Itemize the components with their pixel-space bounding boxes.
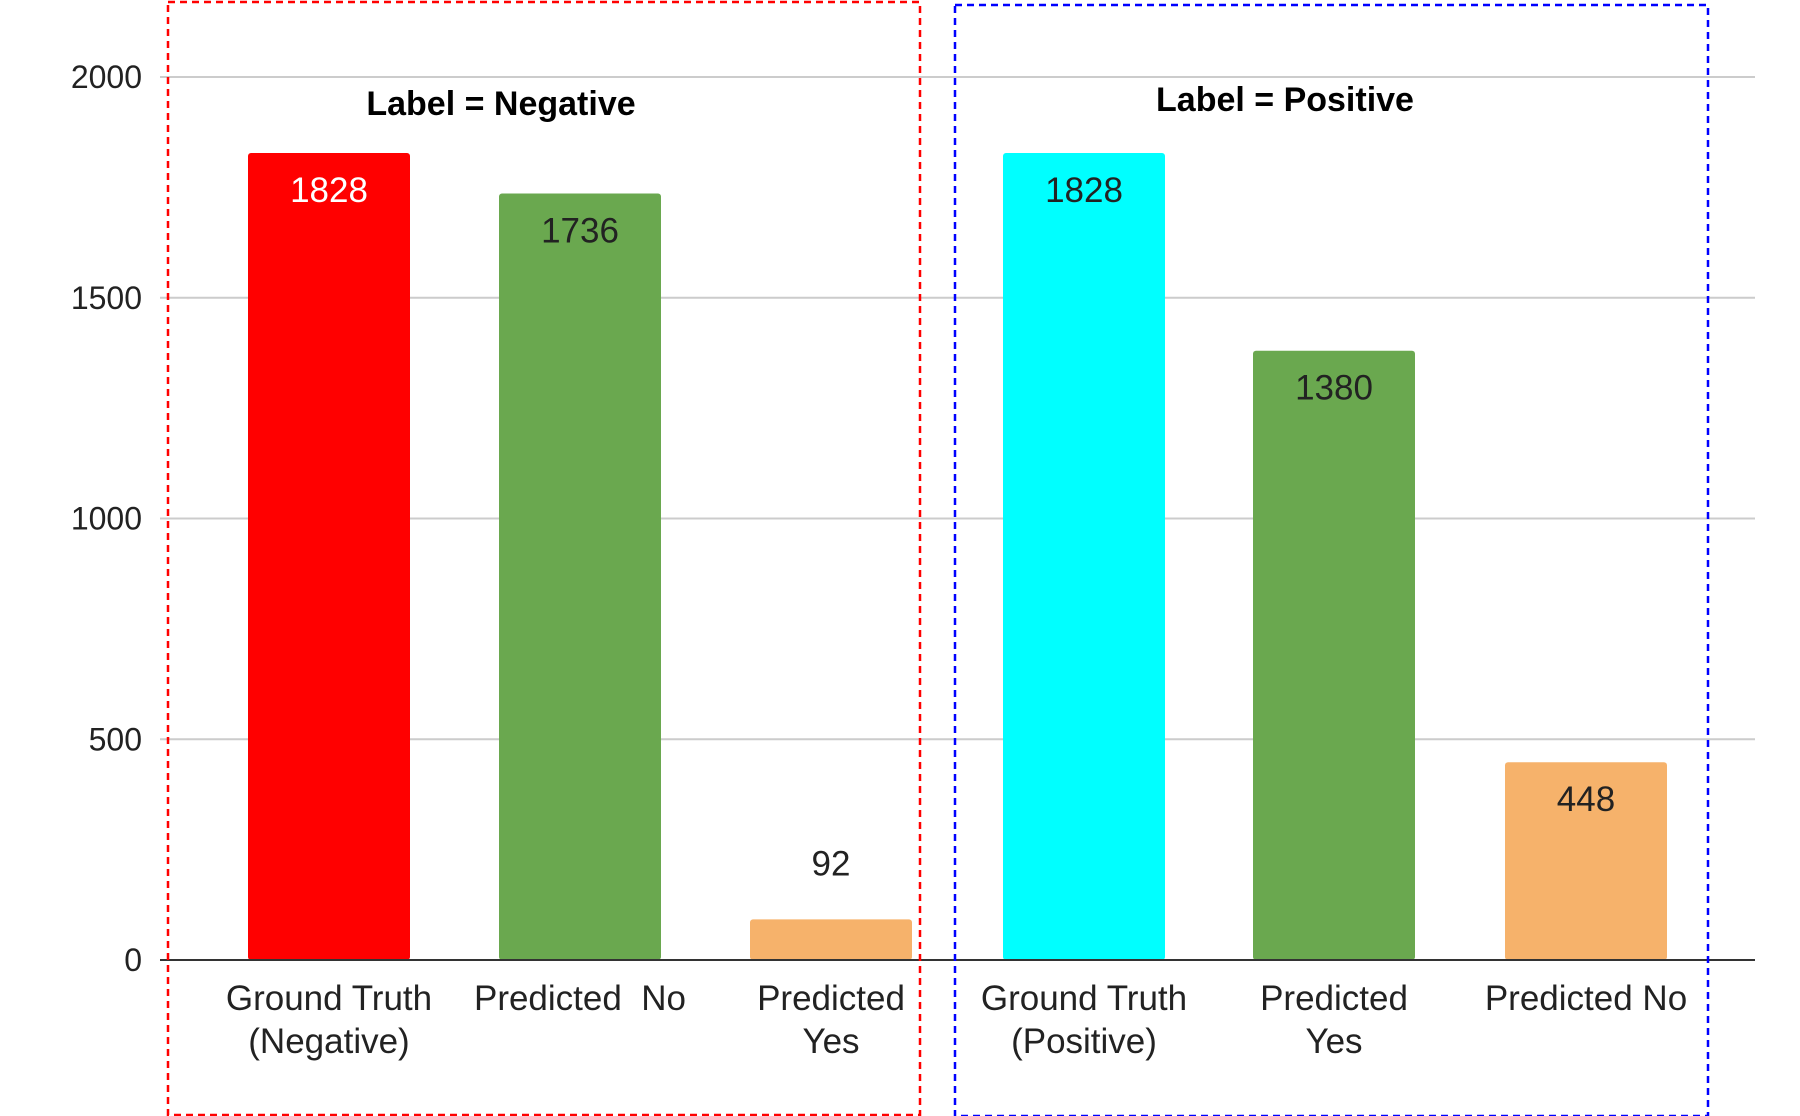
bar-value-label: 1380: [1295, 369, 1373, 408]
bar: [1505, 762, 1667, 960]
x-category-label: Predicted: [757, 979, 905, 1018]
bar-value-label: 1828: [1045, 171, 1123, 210]
bar-value-label: 448: [1557, 780, 1615, 819]
x-category-label: (Positive): [1011, 1022, 1157, 1061]
y-tick-label: 0: [124, 942, 142, 978]
bar: [1003, 152, 1165, 961]
x-category-label: Ground Truth: [981, 979, 1187, 1018]
x-category-label: Predicted No: [474, 979, 686, 1018]
bar-value-label: 92: [812, 844, 851, 883]
bar: [750, 919, 912, 960]
y-tick-label: 2000: [71, 59, 142, 95]
x-axis-category-labels: Ground Truth (Negative) Predicted No Predic…: [226, 979, 1687, 1061]
data-labels: 1828 1736 92 1828 1380 448: [290, 171, 1615, 883]
y-tick-label: 1500: [71, 280, 142, 316]
group-boxes: Label = Negative Label = Positive: [166, 0, 1710, 1116]
bar: [499, 193, 661, 960]
x-category-label: (Negative): [248, 1022, 409, 1061]
group-box: [166, 0, 922, 1116]
bar: [248, 152, 410, 961]
y-axis-ticks: 0 500 1000 1500 2000: [71, 59, 142, 978]
x-category-label: Yes: [1305, 1022, 1362, 1061]
x-category-label: Predicted: [1260, 979, 1408, 1018]
y-tick-label: 500: [89, 721, 142, 757]
bar-value-label: 1736: [541, 212, 619, 251]
x-category-label: Predicted No: [1485, 979, 1687, 1018]
group-title: Label = Negative: [366, 85, 635, 123]
x-category-label: Ground Truth: [226, 979, 432, 1018]
bar-value-label: 1828: [290, 171, 368, 210]
group-title: Label = Positive: [1156, 81, 1414, 119]
group-box: [953, 3, 1710, 1116]
gridlines: [160, 76, 1755, 741]
bar: [1253, 350, 1415, 961]
y-tick-label: 1000: [71, 501, 142, 537]
x-category-label: Yes: [802, 1022, 859, 1061]
bars: [248, 152, 1667, 961]
